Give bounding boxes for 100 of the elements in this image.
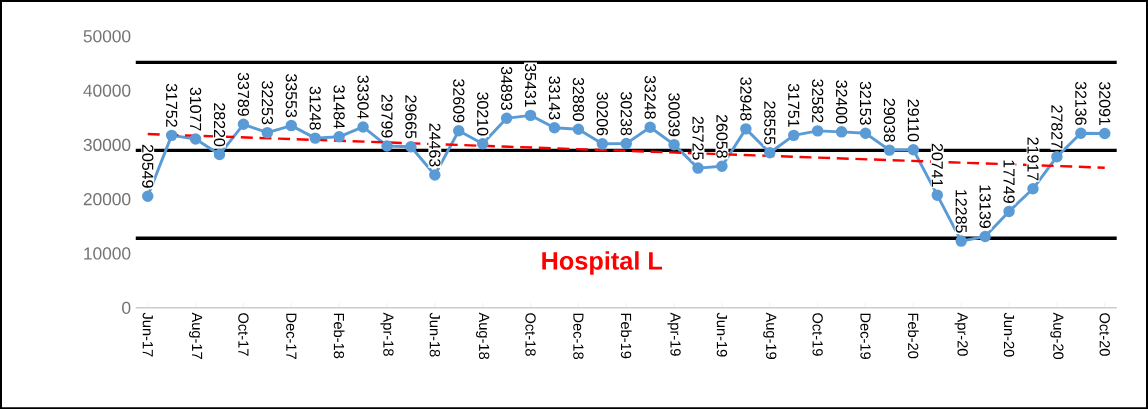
data-label: 33553 xyxy=(285,73,297,118)
point xyxy=(213,148,226,161)
data-label: 30210 xyxy=(477,92,489,136)
data-label: 32582 xyxy=(812,79,824,123)
data-label: 32091 xyxy=(1099,81,1111,125)
data-label: 29799 xyxy=(381,94,393,138)
data-label: 20741 xyxy=(931,143,943,187)
point xyxy=(142,190,154,202)
data-label: 29038 xyxy=(883,98,896,142)
point xyxy=(381,140,393,152)
y-tick-label: 0 xyxy=(122,301,131,314)
point xyxy=(165,129,178,141)
data-label: 32880 xyxy=(572,77,585,121)
point xyxy=(1003,205,1015,217)
point xyxy=(787,129,800,141)
data-label: 30206 xyxy=(596,92,608,136)
data-label: 17749 xyxy=(1003,160,1015,203)
point xyxy=(811,124,824,137)
data-label: 31752 xyxy=(166,83,178,127)
data-label: 32400 xyxy=(835,80,848,124)
x-tick-label: Dec-18 xyxy=(573,313,584,359)
x-tick-label: Jun-17 xyxy=(142,312,153,357)
data-label: 33304 xyxy=(357,75,369,119)
point xyxy=(1051,150,1063,163)
point xyxy=(285,119,298,132)
x-tick-label: Dec-17 xyxy=(286,313,297,359)
x-tick-label: Feb-18 xyxy=(333,313,345,359)
x-tick-label: Aug-20 xyxy=(1050,312,1064,359)
data-label: 35431 xyxy=(524,63,537,107)
x-tick-label: Oct-17 xyxy=(238,313,249,356)
x-tick-label: Oct-18 xyxy=(525,313,536,356)
x-tick-label: Jun-20 xyxy=(1003,312,1015,357)
point xyxy=(261,126,274,139)
point xyxy=(955,235,967,247)
data-label: 26058 xyxy=(716,114,728,158)
data-label: 33248 xyxy=(644,75,656,119)
annotation: Hospital L xyxy=(542,251,663,275)
point xyxy=(333,130,345,143)
point xyxy=(1099,127,1111,140)
point xyxy=(429,169,441,181)
point xyxy=(907,143,920,156)
y-tick-label: 50000 xyxy=(83,30,131,43)
point xyxy=(237,118,250,130)
x-tick-label: Jun-19 xyxy=(716,312,728,357)
data-label: 20549 xyxy=(142,144,154,188)
data-label: 13139 xyxy=(979,185,991,228)
data-label: 12285 xyxy=(955,190,967,233)
data-label: 27827 xyxy=(1051,105,1063,148)
point xyxy=(309,132,321,144)
y-tick-label: 20000 xyxy=(83,192,131,206)
point xyxy=(979,230,991,243)
data-label: 28555 xyxy=(764,101,776,145)
point xyxy=(931,189,943,201)
point xyxy=(524,109,537,121)
x-tick-label: Oct-19 xyxy=(812,313,823,356)
data-label: 33143 xyxy=(548,76,561,120)
point xyxy=(883,144,896,156)
data-label: 29665 xyxy=(405,95,417,139)
data-label: 29110 xyxy=(907,99,919,142)
data-label: 34893 xyxy=(500,66,513,110)
point xyxy=(859,127,872,139)
point xyxy=(548,121,561,134)
data-label: 32153 xyxy=(859,81,872,125)
point xyxy=(453,124,465,137)
y-tick-label: 40000 xyxy=(83,84,131,97)
point xyxy=(764,146,776,159)
point xyxy=(668,138,680,151)
point xyxy=(500,112,513,124)
point xyxy=(189,133,202,145)
point xyxy=(1075,127,1087,139)
y-tick-label: 10000 xyxy=(84,247,131,260)
x-tick-label: Aug-18 xyxy=(476,312,490,359)
point xyxy=(596,137,609,150)
x-tick-label: Aug-19 xyxy=(763,312,777,359)
point xyxy=(740,123,752,135)
x-tick-label: Apr-18 xyxy=(380,312,394,356)
data-label: 25725 xyxy=(692,116,704,160)
data-label: 31484 xyxy=(333,85,345,129)
x-tick-label: Feb-20 xyxy=(907,313,919,359)
point xyxy=(405,140,417,153)
data-label: 24463 xyxy=(429,123,441,167)
point xyxy=(572,123,585,135)
data-label: 31751 xyxy=(788,83,800,127)
data-label: 32609 xyxy=(453,79,465,123)
point xyxy=(644,121,656,133)
data-label: 30238 xyxy=(620,91,632,136)
x-tick-label: Aug-17 xyxy=(189,312,203,359)
data-label: 32136 xyxy=(1075,81,1087,125)
data-label: 32948 xyxy=(740,77,752,121)
x-tick-label: Oct-20 xyxy=(1099,313,1110,356)
data-label: 31248 xyxy=(309,86,321,130)
point xyxy=(620,137,632,150)
data-label: 21917 xyxy=(1027,137,1039,181)
point xyxy=(1027,182,1039,195)
x-tick-label: Apr-19 xyxy=(667,312,681,356)
data-label: 31077 xyxy=(189,87,202,131)
point xyxy=(476,137,489,150)
data-label: 32253 xyxy=(261,80,274,125)
data-label: 30039 xyxy=(668,93,680,137)
x-tick-label: Jun-18 xyxy=(429,312,441,357)
